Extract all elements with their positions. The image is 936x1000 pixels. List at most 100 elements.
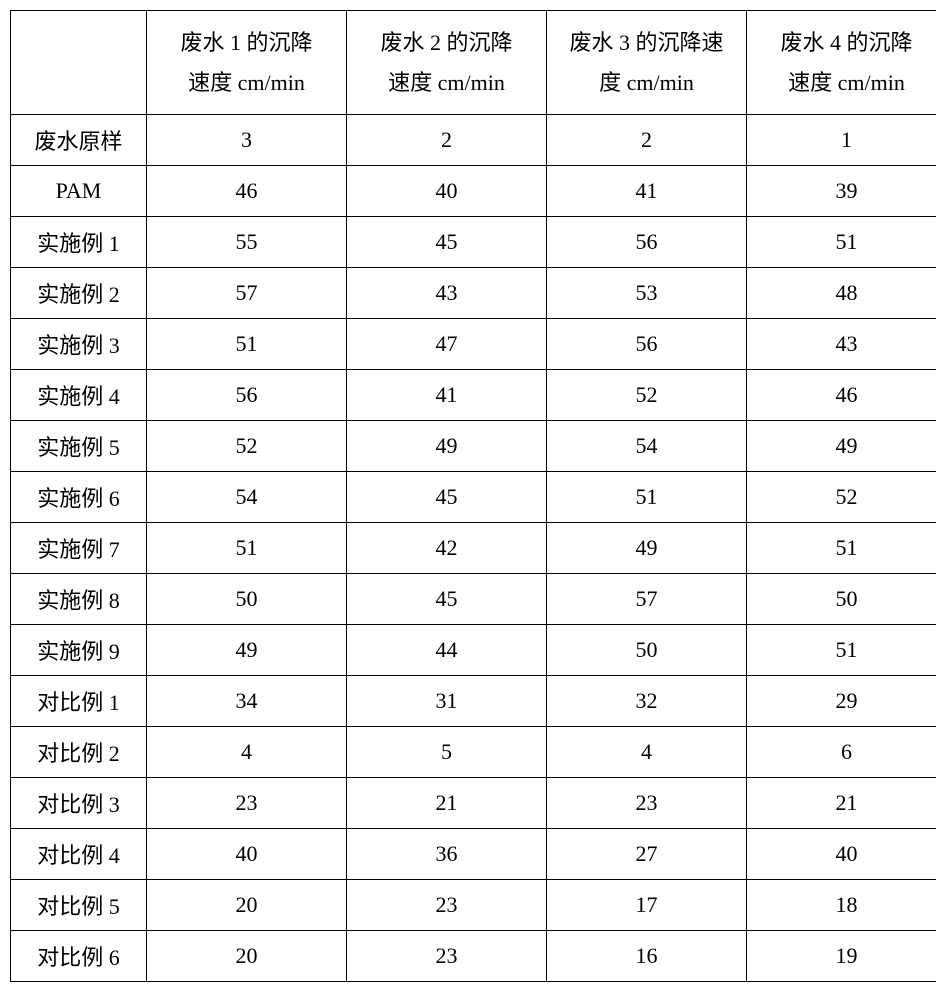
- data-cell: 54: [547, 421, 747, 472]
- data-cell: 55: [147, 217, 347, 268]
- data-cell: 49: [347, 421, 547, 472]
- row-label: 对比例 2: [11, 727, 147, 778]
- data-cell: 50: [747, 574, 936, 625]
- data-cell: 20: [147, 931, 347, 982]
- header-empty-cell: [11, 11, 147, 115]
- table-header-row: 废水 1 的沉降速度 cm/min废水 2 的沉降速度 cm/min废水 3 的…: [11, 11, 936, 115]
- data-cell: 57: [147, 268, 347, 319]
- data-cell: 50: [547, 625, 747, 676]
- data-cell: 4: [147, 727, 347, 778]
- data-cell: 51: [747, 625, 936, 676]
- data-cell: 23: [147, 778, 347, 829]
- table-row: 实施例 552495449: [11, 421, 936, 472]
- data-cell: 51: [747, 523, 936, 574]
- data-cell: 1: [747, 115, 936, 166]
- header-line1: 废水 2 的沉降: [349, 23, 544, 63]
- table-row: 对比例 134313229: [11, 676, 936, 727]
- table-row: 对比例 440362740: [11, 829, 936, 880]
- data-cell: 54: [147, 472, 347, 523]
- table-row: 对比例 24546: [11, 727, 936, 778]
- data-cell: 21: [347, 778, 547, 829]
- data-cell: 49: [547, 523, 747, 574]
- row-label: 实施例 3: [11, 319, 147, 370]
- data-cell: 40: [347, 166, 547, 217]
- data-cell: 45: [347, 574, 547, 625]
- data-cell: 17: [547, 880, 747, 931]
- header-line1: 废水 1 的沉降: [149, 23, 344, 63]
- header-line2: 速度 cm/min: [749, 63, 936, 103]
- table-row: 实施例 654455152: [11, 472, 936, 523]
- row-label: 实施例 7: [11, 523, 147, 574]
- data-cell: 45: [347, 472, 547, 523]
- data-cell: 56: [147, 370, 347, 421]
- data-cell: 45: [347, 217, 547, 268]
- data-cell: 48: [747, 268, 936, 319]
- data-cell: 32: [547, 676, 747, 727]
- data-cell: 5: [347, 727, 547, 778]
- settlement-rate-table: 废水 1 的沉降速度 cm/min废水 2 的沉降速度 cm/min废水 3 的…: [10, 10, 936, 982]
- data-cell: 27: [547, 829, 747, 880]
- column-header-3: 废水 3 的沉降速度 cm/min: [547, 11, 747, 115]
- row-label: 实施例 9: [11, 625, 147, 676]
- data-cell: 51: [147, 319, 347, 370]
- row-label: 实施例 5: [11, 421, 147, 472]
- data-cell: 29: [747, 676, 936, 727]
- row-label: 实施例 4: [11, 370, 147, 421]
- data-cell: 56: [547, 319, 747, 370]
- column-header-4: 废水 4 的沉降速度 cm/min: [747, 11, 936, 115]
- data-cell: 19: [747, 931, 936, 982]
- data-cell: 57: [547, 574, 747, 625]
- data-cell: 20: [147, 880, 347, 931]
- table-row: 实施例 751424951: [11, 523, 936, 574]
- data-cell: 41: [547, 166, 747, 217]
- data-cell: 53: [547, 268, 747, 319]
- data-cell: 31: [347, 676, 547, 727]
- data-cell: 34: [147, 676, 347, 727]
- header-line2: 速度 cm/min: [149, 63, 344, 103]
- row-label: 实施例 1: [11, 217, 147, 268]
- data-cell: 47: [347, 319, 547, 370]
- row-label: 对比例 6: [11, 931, 147, 982]
- row-label: 实施例 8: [11, 574, 147, 625]
- data-cell: 4: [547, 727, 747, 778]
- data-cell: 56: [547, 217, 747, 268]
- column-header-2: 废水 2 的沉降速度 cm/min: [347, 11, 547, 115]
- row-label: 对比例 5: [11, 880, 147, 931]
- row-label: 对比例 4: [11, 829, 147, 880]
- row-label: 实施例 2: [11, 268, 147, 319]
- table-row: 废水原样3221: [11, 115, 936, 166]
- data-cell: 51: [547, 472, 747, 523]
- column-header-1: 废水 1 的沉降速度 cm/min: [147, 11, 347, 115]
- table-row: 实施例 850455750: [11, 574, 936, 625]
- data-cell: 52: [147, 421, 347, 472]
- data-cell: 42: [347, 523, 547, 574]
- row-label: 实施例 6: [11, 472, 147, 523]
- header-line1: 废水 4 的沉降: [749, 23, 936, 63]
- data-cell: 51: [147, 523, 347, 574]
- table-row: 对比例 520231718: [11, 880, 936, 931]
- data-cell: 6: [747, 727, 936, 778]
- table-row: 实施例 257435348: [11, 268, 936, 319]
- data-cell: 2: [347, 115, 547, 166]
- table-row: PAM46404139: [11, 166, 936, 217]
- data-cell: 23: [547, 778, 747, 829]
- table-row: 实施例 949445051: [11, 625, 936, 676]
- header-line2: 速度 cm/min: [349, 63, 544, 103]
- data-cell: 49: [747, 421, 936, 472]
- data-cell: 36: [347, 829, 547, 880]
- data-cell: 46: [747, 370, 936, 421]
- data-cell: 40: [147, 829, 347, 880]
- row-label: 废水原样: [11, 115, 147, 166]
- data-cell: 23: [347, 880, 547, 931]
- data-cell: 23: [347, 931, 547, 982]
- row-label: PAM: [11, 166, 147, 217]
- table-row: 实施例 155455651: [11, 217, 936, 268]
- data-cell: 52: [547, 370, 747, 421]
- table-row: 实施例 456415246: [11, 370, 936, 421]
- table-row: 实施例 351475643: [11, 319, 936, 370]
- row-label: 对比例 3: [11, 778, 147, 829]
- data-cell: 16: [547, 931, 747, 982]
- data-cell: 18: [747, 880, 936, 931]
- data-cell: 3: [147, 115, 347, 166]
- data-cell: 39: [747, 166, 936, 217]
